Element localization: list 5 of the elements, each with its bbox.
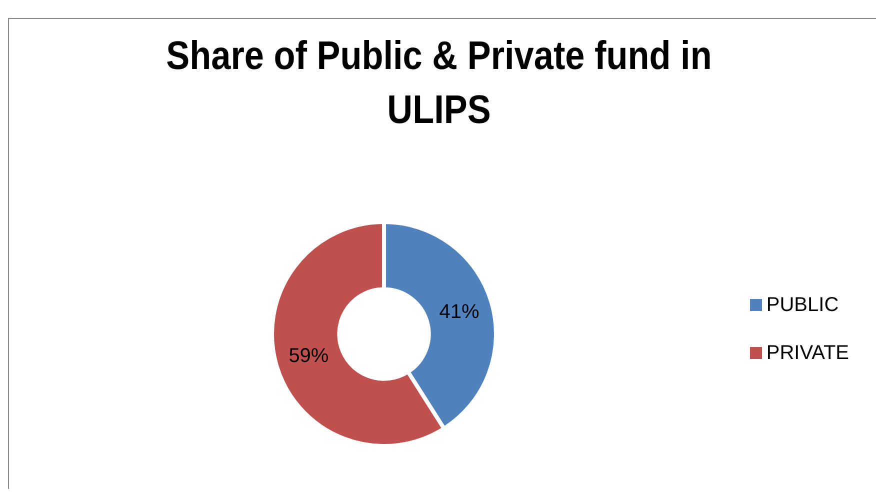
data-label: 59% — [288, 344, 329, 367]
data-label: 41% — [439, 301, 480, 324]
legend-label: PRIVATE — [766, 342, 849, 364]
legend-label: PUBLIC — [766, 294, 839, 316]
chart-title: Share of Public & Private fund in ULIPS — [165, 33, 713, 134]
